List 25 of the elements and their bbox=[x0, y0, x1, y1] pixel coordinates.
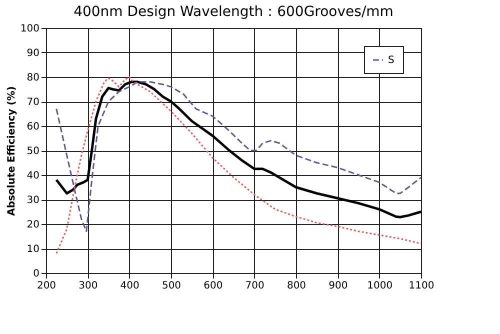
x-tick-label: 1000 bbox=[367, 280, 393, 292]
line-series bbox=[56, 76, 422, 254]
y-tick-label: 40 bbox=[26, 170, 40, 182]
y-tick-label: 0 bbox=[33, 268, 40, 280]
x-tick-label: 700 bbox=[245, 280, 264, 292]
x-tick-label: 200 bbox=[36, 280, 56, 292]
y-tick-label: 70 bbox=[26, 97, 40, 108]
y-tick-label: 30 bbox=[26, 195, 40, 206]
y-tick-label: 20 bbox=[26, 220, 40, 230]
y-tick-label: 100 bbox=[20, 24, 40, 34]
x-tick-label: 800 bbox=[286, 280, 306, 292]
y-tick-label: 50 bbox=[26, 146, 40, 157]
y-tick-label: 90 bbox=[26, 48, 40, 59]
legend-label: S bbox=[388, 55, 394, 66]
y-tick-label: 60 bbox=[26, 122, 40, 132]
y-tick-label: 80 bbox=[26, 72, 40, 84]
x-tick-label: 400 bbox=[120, 280, 140, 292]
x-tick-label: 500 bbox=[162, 280, 182, 292]
y-axis-title: Absolute Efficiency (%) bbox=[6, 86, 18, 216]
x-tick-label: 300 bbox=[78, 280, 98, 292]
x-tick-label: 1100 bbox=[408, 280, 434, 292]
x-tick-label: 900 bbox=[328, 280, 348, 292]
chart-title: 400nm Design Wavelength：600Grooves/mm bbox=[74, 4, 394, 20]
y-tick-label: 10 bbox=[26, 244, 40, 255]
x-tick-label: 600 bbox=[204, 280, 223, 292]
